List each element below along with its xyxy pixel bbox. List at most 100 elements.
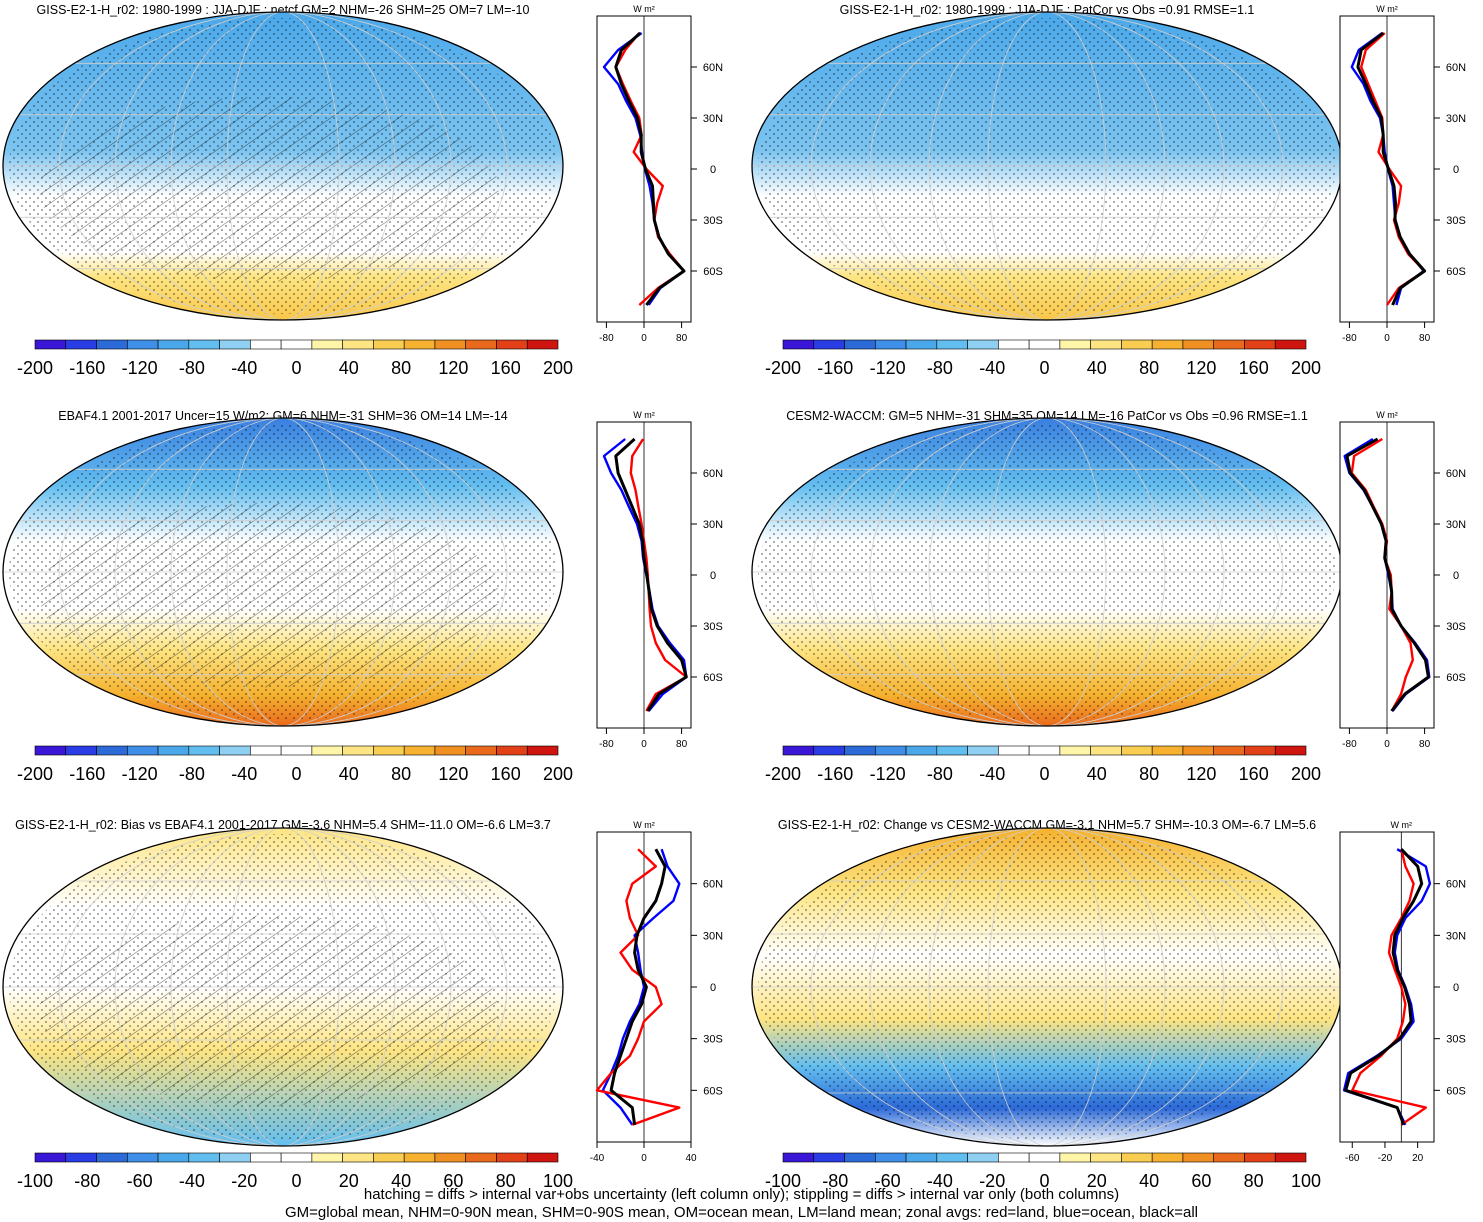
colorbar-swatch bbox=[1121, 745, 1153, 756]
colorbar-tick-label: 40 bbox=[339, 358, 359, 378]
panel-2: GISS-E2-1-H_r02: 1980-1999 : JJA-DJF : P… bbox=[751, 3, 1466, 378]
colorbar-tick-label: 20 bbox=[1087, 1171, 1107, 1191]
colorbar-swatch bbox=[311, 745, 343, 756]
panel-3: EBAF4.1 2001-2017 Uncer=15 W/m2: GM=6 NH… bbox=[2, 409, 723, 784]
colorbar-tick-label: 80 bbox=[1139, 358, 1159, 378]
zonal-x-tick-label: 0 bbox=[1384, 333, 1390, 344]
colorbar-swatch bbox=[496, 339, 528, 350]
colorbar-tick-label: 200 bbox=[543, 358, 573, 378]
colorbar-tick-label: 160 bbox=[1239, 764, 1269, 784]
colorbar-swatch bbox=[1182, 745, 1215, 756]
map-hatching bbox=[39, 502, 499, 688]
colorbar: -100 -80 -60 -40 -20 0 20 40 60 80 100 bbox=[17, 1152, 573, 1191]
colorbar-tick-label: 80 bbox=[391, 764, 411, 784]
colorbar-swatch bbox=[1182, 339, 1215, 350]
colorbar-swatch bbox=[782, 1152, 815, 1163]
colorbar-tick-label: 60 bbox=[1191, 1171, 1211, 1191]
colorbar-swatch bbox=[844, 1152, 876, 1163]
zonal-lat-tick-label: 30S bbox=[1446, 215, 1466, 227]
zonal-mean-panel: W m² -80 0 80 60N 30N 0 30S 60S bbox=[596, 410, 723, 750]
colorbar-swatch bbox=[65, 1152, 97, 1163]
colorbar-swatch bbox=[1121, 1152, 1153, 1163]
colorbar-swatch bbox=[905, 1152, 938, 1163]
colorbar-swatch bbox=[905, 339, 938, 350]
colorbar-tick-label: 120 bbox=[1186, 358, 1216, 378]
colorbar-tick-label: -40 bbox=[231, 358, 257, 378]
zonal-x-tick-label: -80 bbox=[599, 333, 614, 344]
colorbar-tick-label: 120 bbox=[438, 764, 468, 784]
colorbar-swatch bbox=[967, 745, 999, 756]
zonal-lat-tick-label: 60S bbox=[1446, 266, 1466, 278]
colorbar-swatch bbox=[526, 745, 559, 756]
colorbar-tick-label: -20 bbox=[979, 1171, 1005, 1191]
zonal-x-tick-label: -80 bbox=[1342, 739, 1357, 750]
zonal-units-label: W m² bbox=[633, 820, 655, 830]
colorbar-tick-label: -120 bbox=[870, 358, 906, 378]
zonal-x-tick-label: 20 bbox=[1412, 1153, 1424, 1164]
colorbar-swatch bbox=[1182, 1152, 1215, 1163]
colorbar-tick-label: -200 bbox=[765, 358, 801, 378]
colorbar-tick-label: 0 bbox=[291, 1171, 301, 1191]
colorbar-swatch bbox=[1274, 1152, 1307, 1163]
colorbar-swatch bbox=[967, 339, 999, 350]
colorbar-tick-label: -120 bbox=[870, 764, 906, 784]
colorbar-swatch bbox=[813, 339, 845, 350]
colorbar-tick-label: -200 bbox=[17, 764, 53, 784]
colorbar-swatch bbox=[465, 339, 497, 350]
colorbar-swatch bbox=[1213, 1152, 1245, 1163]
zonal-x-tick-label: -60 bbox=[1345, 1153, 1360, 1164]
colorbar-tick-label: -80 bbox=[179, 358, 205, 378]
colorbar-swatch bbox=[280, 745, 313, 756]
colorbar-tick-label: -40 bbox=[927, 1171, 953, 1191]
colorbar-swatch bbox=[813, 1152, 845, 1163]
colorbar-swatch bbox=[34, 745, 67, 756]
colorbar-swatch bbox=[250, 1152, 282, 1163]
colorbar-tick-label: 160 bbox=[491, 358, 521, 378]
zonal-lat-tick-label: 60N bbox=[1446, 62, 1466, 74]
colorbar-tick-label: -40 bbox=[231, 764, 257, 784]
colorbar-swatch bbox=[157, 339, 190, 350]
zonal-lat-tick-label: 30N bbox=[1446, 930, 1466, 942]
colorbar-swatch bbox=[465, 745, 497, 756]
colorbar-swatch bbox=[188, 1152, 220, 1163]
colorbar: -200 -160 -120 -80 -40 0 40 80 120 160 200 bbox=[17, 745, 573, 784]
colorbar-tick-label: 20 bbox=[339, 1171, 359, 1191]
colorbar-swatch bbox=[1244, 1152, 1276, 1163]
zonal-lat-tick-label: 30N bbox=[1446, 519, 1466, 531]
colorbar: -200 -160 -120 -80 -40 0 40 80 120 160 200 bbox=[765, 745, 1321, 784]
map-border bbox=[2, 827, 564, 1147]
colorbar-swatch bbox=[96, 1152, 128, 1163]
colorbar-swatch bbox=[434, 1152, 467, 1163]
map-border bbox=[2, 11, 564, 321]
colorbar-swatch bbox=[1213, 745, 1245, 756]
colorbar-swatch bbox=[188, 745, 220, 756]
colorbar-tick-label: -80 bbox=[927, 764, 953, 784]
colorbar-swatch bbox=[34, 339, 67, 350]
zonal-x-tick-label: 40 bbox=[685, 1153, 697, 1164]
colorbar-swatch bbox=[782, 339, 815, 350]
zonal-units-label: W m² bbox=[633, 410, 655, 420]
panel-6: GISS-E2-1-H_r02: Change vs CESM2-WACCM G… bbox=[751, 818, 1466, 1191]
colorbar-tick-label: 40 bbox=[339, 764, 359, 784]
zonal-lat-tick-label: 60N bbox=[703, 879, 723, 891]
footer-note-hatching: hatching = diffs > internal var+obs unce… bbox=[363, 1186, 1120, 1203]
zonal-mean-panel: W m² -40 0 40 60N 30N 0 30S 60S bbox=[590, 820, 723, 1164]
zonal-x-tick-label: 80 bbox=[676, 333, 688, 344]
colorbar-swatch bbox=[96, 339, 128, 350]
colorbar-swatch bbox=[1090, 1152, 1122, 1163]
zonal-lat-tick-label: 30N bbox=[703, 519, 723, 531]
colorbar-swatch bbox=[1151, 1152, 1184, 1163]
colorbar-swatch bbox=[403, 339, 436, 350]
zonal-lat-tick-label: 0 bbox=[710, 164, 716, 176]
zonal-mean-panel: W m² -80 0 80 60N 30N 0 30S 60S bbox=[596, 4, 723, 344]
zonal-x-tick-label: 0 bbox=[641, 739, 647, 750]
colorbar-swatch bbox=[844, 339, 876, 350]
colorbar-swatch bbox=[219, 745, 251, 756]
zonal-lat-tick-label: 30S bbox=[703, 215, 723, 227]
zonal-lat-tick-label: 60N bbox=[1446, 879, 1466, 891]
colorbar-tick-label: -20 bbox=[231, 1171, 257, 1191]
colorbar-swatch bbox=[844, 745, 876, 756]
colorbar-swatch bbox=[342, 1152, 374, 1163]
colorbar-swatch bbox=[998, 1152, 1030, 1163]
